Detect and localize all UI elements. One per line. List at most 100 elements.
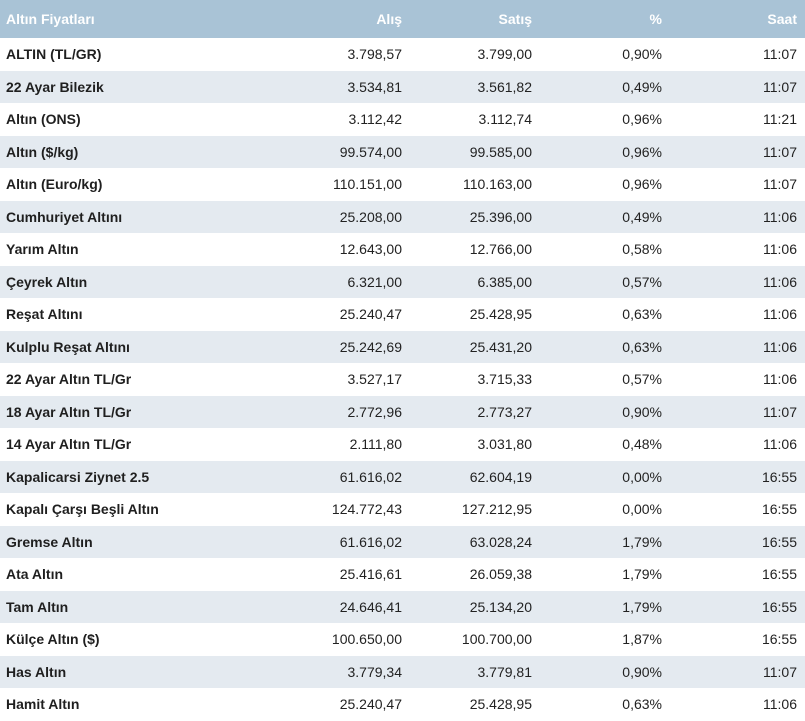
cell-buy: 12.643,00 [280,233,410,266]
cell-time: 16:55 [670,525,805,558]
cell-time: 11:21 [670,103,805,136]
cell-sell: 100.700,00 [410,623,540,656]
cell-buy: 100.650,00 [280,623,410,656]
table-row: Has Altın 3.779,34 3.779,81 0,90% 11:07 [0,655,805,688]
cell-percent: 0,90% [540,395,670,428]
table-row: 22 Ayar Bilezik 3.534,81 3.561,82 0,49% 11:0… [0,70,805,103]
header-sell: Satış [410,0,540,38]
cell-time: 11:07 [670,38,805,71]
table-row: 22 Ayar Altın TL/Gr 3.527,17 3.715,33 0,57%… [0,363,805,396]
cell-buy: 2.111,80 [280,428,410,461]
cell-buy: 3.779,34 [280,655,410,688]
table-row: Tam Altın 24.646,41 25.134,20 1,79% 16:55 [0,590,805,623]
cell-sell: 2.773,27 [410,395,540,428]
table-row: Hamit Altın 25.240,47 25.428,95 0,63% 11:06 [0,688,805,721]
cell-name: Kapalı Çarşı Beşli Altın [0,493,280,526]
cell-time: 16:55 [670,623,805,656]
table-row: Altın (ONS) 3.112,42 3.112,74 0,96% 11:21 [0,103,805,136]
cell-percent: 0,57% [540,265,670,298]
cell-sell: 25.428,95 [410,688,540,721]
header-percent: % [540,0,670,38]
cell-percent: 0,00% [540,460,670,493]
cell-sell: 62.604,19 [410,460,540,493]
cell-sell: 3.112,74 [410,103,540,136]
cell-percent: 0,63% [540,330,670,363]
cell-time: 11:07 [670,135,805,168]
cell-percent: 0,96% [540,103,670,136]
cell-buy: 25.208,00 [280,200,410,233]
cell-name: Cumhuriyet Altını [0,200,280,233]
cell-time: 16:55 [670,493,805,526]
cell-sell: 26.059,38 [410,558,540,591]
cell-sell: 3.715,33 [410,363,540,396]
cell-sell: 63.028,24 [410,525,540,558]
cell-name: Gremse Altın [0,525,280,558]
cell-percent: 0,48% [540,428,670,461]
cell-time: 16:55 [670,590,805,623]
header-name: Altın Fiyatları [0,0,280,38]
table-row: Kulplu Reşat Altını 25.242,69 25.431,20 0,6… [0,330,805,363]
cell-name: ALTIN (TL/GR) [0,38,280,71]
cell-buy: 3.798,57 [280,38,410,71]
cell-name: 18 Ayar Altın TL/Gr [0,395,280,428]
cell-sell: 3.779,81 [410,655,540,688]
table-row: Çeyrek Altın 6.321,00 6.385,00 0,57% 11:06 [0,265,805,298]
header-row: Altın Fiyatları Alış Satış % Saat [0,0,805,38]
cell-buy: 2.772,96 [280,395,410,428]
table-row: Kapalicarsi Ziynet 2.5 61.616,02 62.604,19… [0,460,805,493]
cell-name: 22 Ayar Altın TL/Gr [0,363,280,396]
cell-name: Hamit Altın [0,688,280,721]
cell-time: 16:55 [670,558,805,591]
table-row: Ata Altın 25.416,61 26.059,38 1,79% 16:55 [0,558,805,591]
cell-time: 11:06 [670,330,805,363]
cell-time: 11:06 [670,428,805,461]
table-row: Yarım Altın 12.643,00 12.766,00 0,58% 11:06 [0,233,805,266]
cell-buy: 25.416,61 [280,558,410,591]
cell-buy: 61.616,02 [280,460,410,493]
cell-buy: 6.321,00 [280,265,410,298]
cell-name: Tam Altın [0,590,280,623]
table-body: ALTIN (TL/GR) 3.798,57 3.799,00 0,90% 11:07 2… [0,38,805,721]
cell-name: Altın (Euro/kg) [0,168,280,201]
cell-sell: 3.561,82 [410,70,540,103]
cell-buy: 24.646,41 [280,590,410,623]
cell-time: 11:06 [670,298,805,331]
cell-time: 11:06 [670,265,805,298]
cell-time: 11:07 [670,168,805,201]
cell-sell: 25.431,20 [410,330,540,363]
cell-sell: 110.163,00 [410,168,540,201]
cell-buy: 124.772,43 [280,493,410,526]
cell-buy: 3.527,17 [280,363,410,396]
cell-sell: 25.396,00 [410,200,540,233]
cell-percent: 0,90% [540,38,670,71]
cell-percent: 1,79% [540,558,670,591]
cell-name: Çeyrek Altın [0,265,280,298]
cell-buy: 25.242,69 [280,330,410,363]
cell-percent: 0,57% [540,363,670,396]
cell-percent: 1,87% [540,623,670,656]
header-buy: Alış [280,0,410,38]
table-row: Altın (Euro/kg) 110.151,00 110.163,00 0,96%… [0,168,805,201]
cell-sell: 3.031,80 [410,428,540,461]
cell-name: Kapalicarsi Ziynet 2.5 [0,460,280,493]
table-row: 14 Ayar Altın TL/Gr 2.111,80 3.031,80 0,48%… [0,428,805,461]
table-row: Gremse Altın 61.616,02 63.028,24 1,79% 16:55 [0,525,805,558]
cell-sell: 3.799,00 [410,38,540,71]
cell-buy: 61.616,02 [280,525,410,558]
cell-name: Has Altın [0,655,280,688]
cell-percent: 0,96% [540,168,670,201]
table-row: Kapalı Çarşı Beşli Altın 124.772,43 127.21… [0,493,805,526]
cell-percent: 1,79% [540,525,670,558]
cell-percent: 0,49% [540,70,670,103]
cell-name: Reşat Altını [0,298,280,331]
cell-buy: 25.240,47 [280,298,410,331]
cell-percent: 0,63% [540,298,670,331]
table-row: 18 Ayar Altın TL/Gr 2.772,96 2.773,27 0,90%… [0,395,805,428]
cell-name: Ata Altın [0,558,280,591]
table-header: Altın Fiyatları Alış Satış % Saat [0,0,805,38]
cell-time: 11:07 [670,655,805,688]
cell-time: 11:07 [670,395,805,428]
table-row: Külçe Altın ($) 100.650,00 100.700,00 1,87%… [0,623,805,656]
table-row: ALTIN (TL/GR) 3.798,57 3.799,00 0,90% 11:07 [0,38,805,71]
cell-name: Kulplu Reşat Altını [0,330,280,363]
